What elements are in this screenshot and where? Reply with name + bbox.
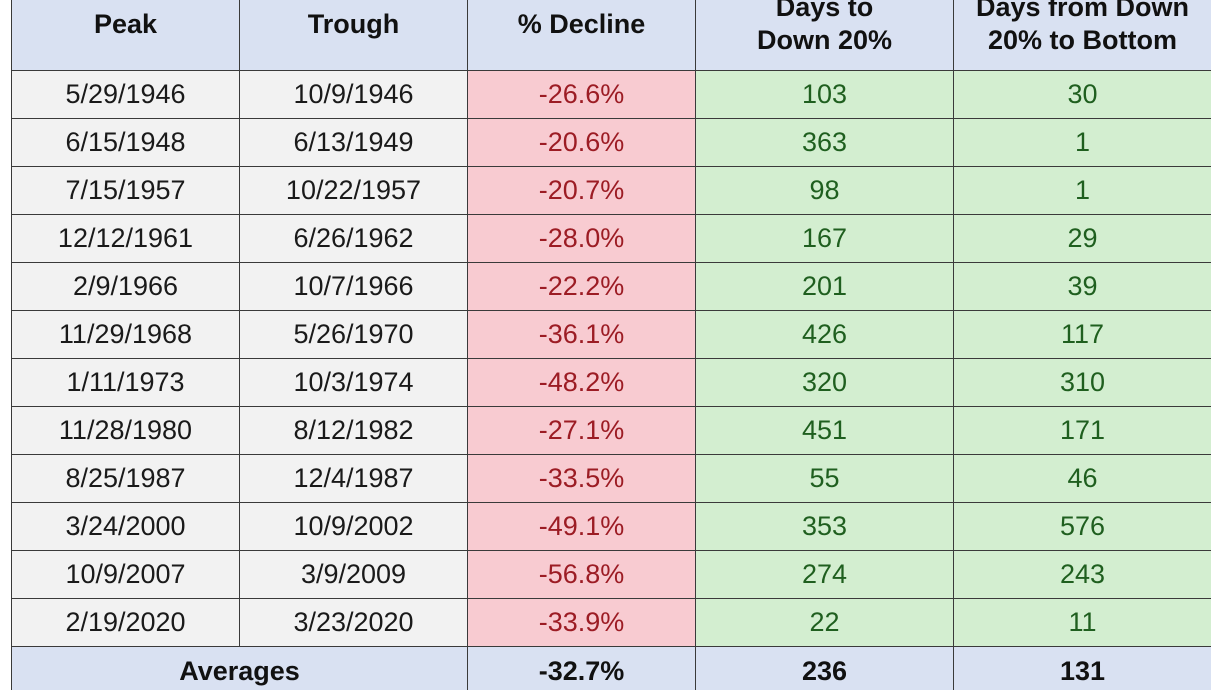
header-trough: Trough (239, 0, 468, 71)
table-row: 11/29/1968 5/26/1970 -36.1% 426 117 (11, 310, 1211, 359)
header-days-to-bottom: Days from Down 20% to Bottom (953, 0, 1211, 71)
averages-days-to-bottom: 131 (953, 646, 1211, 690)
decline-cell: -33.9% (467, 598, 696, 647)
trough-cell: 6/13/1949 (239, 118, 468, 167)
trough-cell: 5/26/1970 (239, 310, 468, 359)
table-footer: Averages -32.7% 236 131 (11, 646, 1211, 690)
days-to-down-cell: 103 (695, 70, 954, 119)
peak-cell: 2/9/1966 (11, 262, 240, 311)
decline-cell: -36.1% (467, 310, 696, 359)
days-to-bottom-cell: 29 (953, 214, 1211, 263)
days-to-bottom-cell: 576 (953, 502, 1211, 551)
peak-cell: 12/12/1961 (11, 214, 240, 263)
decline-cell: -27.1% (467, 406, 696, 455)
decline-cell: -20.7% (467, 166, 696, 215)
table-row: 6/15/1948 6/13/1949 -20.6% 363 1 (11, 118, 1211, 167)
trough-cell: 3/9/2009 (239, 550, 468, 599)
table-row: 11/28/1980 8/12/1982 -27.1% 451 171 (11, 406, 1211, 455)
table-row: 2/19/2020 3/23/2020 -33.9% 22 11 (11, 598, 1211, 647)
header-days-to-down-line1: Days to (775, 0, 874, 22)
decline-cell: -49.1% (467, 502, 696, 551)
decline-cell: -48.2% (467, 358, 696, 407)
days-to-down-cell: 353 (695, 502, 954, 551)
table-row: 5/29/1946 10/9/1946 -26.6% 103 30 (11, 70, 1211, 119)
trough-cell: 12/4/1987 (239, 454, 468, 503)
peak-cell: 2/19/2020 (11, 598, 240, 647)
table-row: 10/9/2007 3/9/2009 -56.8% 274 243 (11, 550, 1211, 599)
trough-cell: 10/9/2002 (239, 502, 468, 551)
table-row: 12/12/1961 6/26/1962 -28.0% 167 29 (11, 214, 1211, 263)
table-row: 2/9/1966 10/7/1966 -22.2% 201 39 (11, 262, 1211, 311)
days-to-down-cell: 201 (695, 262, 954, 311)
trough-cell: 6/26/1962 (239, 214, 468, 263)
days-to-bottom-cell: 46 (953, 454, 1211, 503)
table-row: 3/24/2000 10/9/2002 -49.1% 353 576 (11, 502, 1211, 551)
days-to-down-cell: 426 (695, 310, 954, 359)
days-to-down-cell: 320 (695, 358, 954, 407)
trough-cell: 10/3/1974 (239, 358, 468, 407)
peak-cell: 5/29/1946 (11, 70, 240, 119)
peak-cell: 6/15/1948 (11, 118, 240, 167)
peak-cell: 11/29/1968 (11, 310, 240, 359)
days-to-bottom-cell: 39 (953, 262, 1211, 311)
trough-cell: 10/9/1946 (239, 70, 468, 119)
days-to-down-cell: 22 (695, 598, 954, 647)
trough-cell: 10/22/1957 (239, 166, 468, 215)
header-peak: Peak (11, 0, 240, 71)
averages-row: Averages -32.7% 236 131 (11, 646, 1211, 690)
peak-cell: 1/11/1973 (11, 358, 240, 407)
averages-days-to-down: 236 (695, 646, 954, 690)
peak-cell: 8/25/1987 (11, 454, 240, 503)
averages-label: Averages (11, 646, 468, 690)
header-row: Peak Trough % Decline Days to Down 20% D… (11, 0, 1211, 71)
decline-cell: -28.0% (467, 214, 696, 263)
days-to-bottom-cell: 11 (953, 598, 1211, 647)
days-to-down-cell: 274 (695, 550, 954, 599)
peak-cell: 3/24/2000 (11, 502, 240, 551)
days-to-bottom-cell: 1 (953, 166, 1211, 215)
days-to-bottom-cell: 117 (953, 310, 1211, 359)
decline-cell: -56.8% (467, 550, 696, 599)
table-row: 1/11/1973 10/3/1974 -48.2% 320 310 (11, 358, 1211, 407)
days-to-bottom-cell: 310 (953, 358, 1211, 407)
table-body: 5/29/1946 10/9/1946 -26.6% 103 30 6/15/1… (11, 70, 1211, 647)
header-decline: % Decline (467, 0, 696, 71)
header-days-to-bottom-line2: 20% to Bottom (988, 25, 1177, 55)
header-days-to-down: Days to Down 20% (695, 0, 954, 71)
days-to-down-cell: 55 (695, 454, 954, 503)
peak-cell: 10/9/2007 (11, 550, 240, 599)
days-to-bottom-cell: 1 (953, 118, 1211, 167)
trough-cell: 10/7/1966 (239, 262, 468, 311)
peak-cell: 11/28/1980 (11, 406, 240, 455)
decline-cell: -26.6% (467, 70, 696, 119)
header-trough-label: Trough (307, 8, 400, 39)
days-to-bottom-cell: 243 (953, 550, 1211, 599)
averages-decline: -32.7% (467, 646, 696, 690)
days-to-down-cell: 167 (695, 214, 954, 263)
header-decline-label: % Decline (517, 8, 646, 39)
days-to-bottom-cell: 30 (953, 70, 1211, 119)
days-to-down-cell: 98 (695, 166, 954, 215)
header-days-to-down-line2: Down 20% (756, 25, 893, 55)
table-row: 8/25/1987 12/4/1987 -33.5% 55 46 (11, 454, 1211, 503)
header-days-to-bottom-line1: Days from Down (975, 0, 1190, 22)
peak-cell: 7/15/1957 (11, 166, 240, 215)
table-row: 7/15/1957 10/22/1957 -20.7% 98 1 (11, 166, 1211, 215)
decline-cell: -22.2% (467, 262, 696, 311)
bear-market-table-container: Peak Trough % Decline Days to Down 20% D… (11, 0, 1211, 690)
table-header: Peak Trough % Decline Days to Down 20% D… (11, 0, 1211, 71)
trough-cell: 3/23/2020 (239, 598, 468, 647)
days-to-down-cell: 451 (695, 406, 954, 455)
trough-cell: 8/12/1982 (239, 406, 468, 455)
bear-market-table: Peak Trough % Decline Days to Down 20% D… (11, 0, 1211, 690)
header-peak-label: Peak (93, 8, 158, 39)
decline-cell: -20.6% (467, 118, 696, 167)
decline-cell: -33.5% (467, 454, 696, 503)
days-to-bottom-cell: 171 (953, 406, 1211, 455)
days-to-down-cell: 363 (695, 118, 954, 167)
